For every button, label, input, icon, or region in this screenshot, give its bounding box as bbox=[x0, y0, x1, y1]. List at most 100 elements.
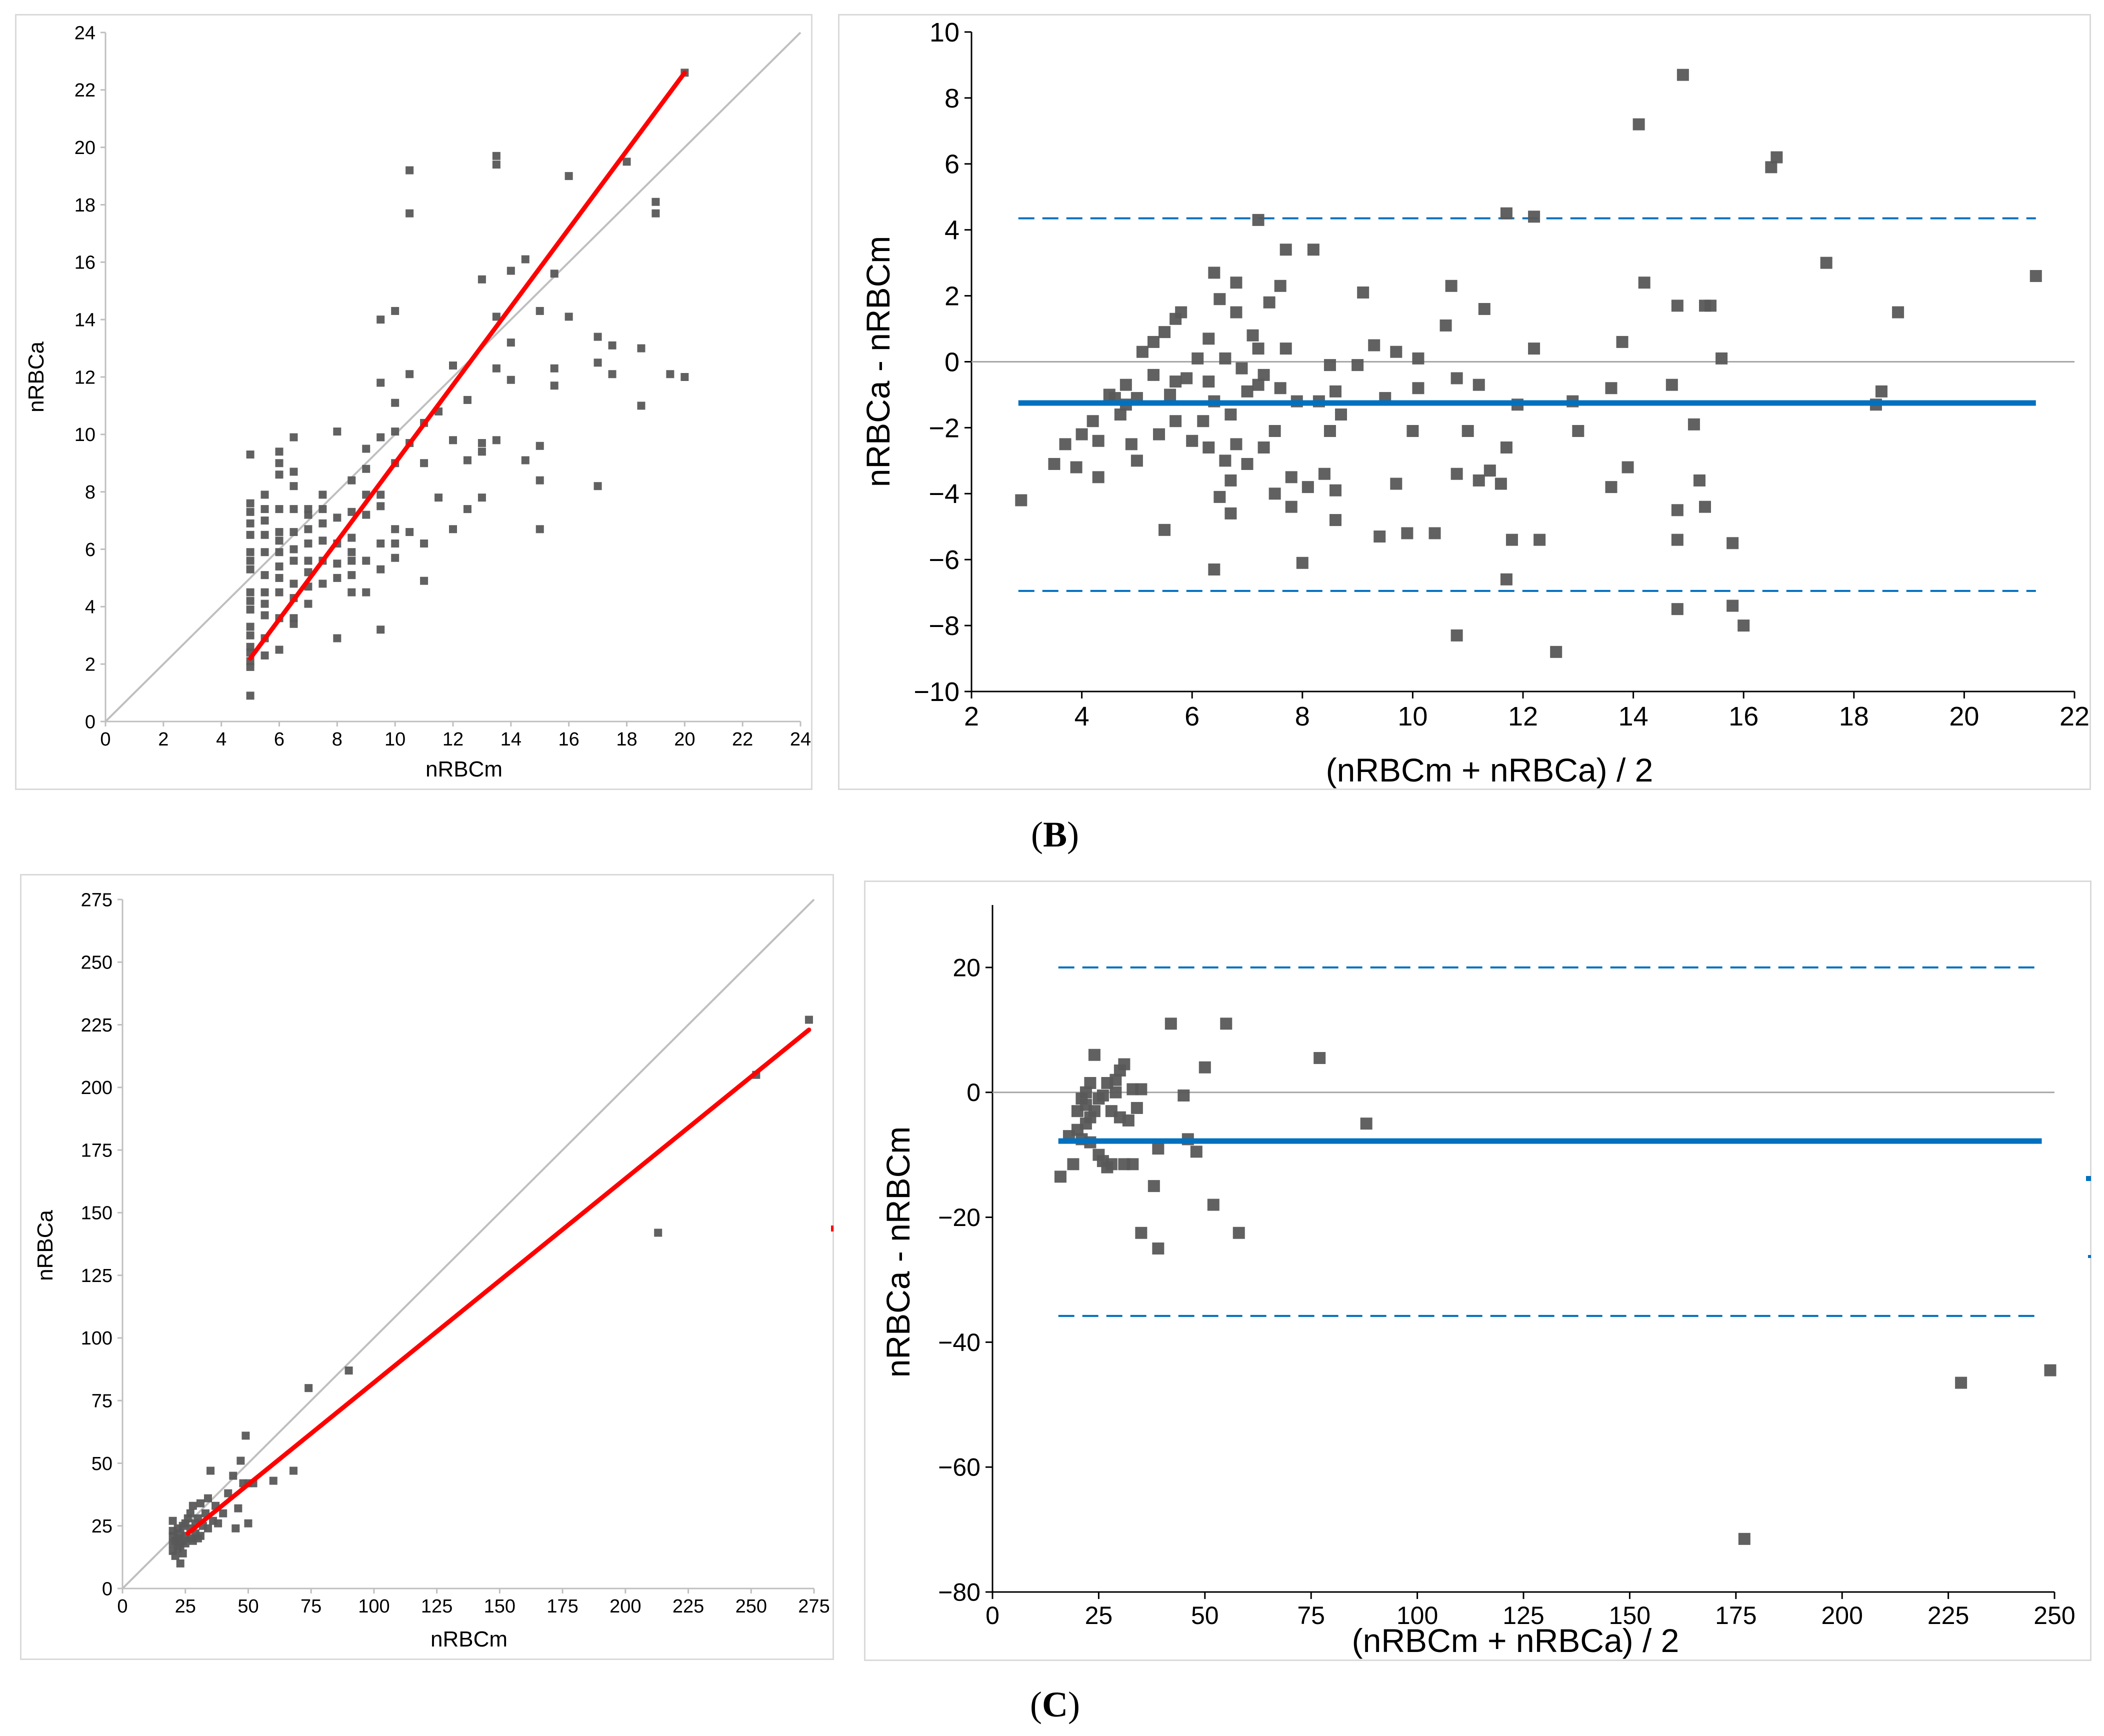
b-right-data-point bbox=[1318, 468, 1330, 480]
b-left-data-point bbox=[492, 152, 500, 160]
b-left-y-tick-label: 0 bbox=[85, 712, 96, 732]
b-left-data-point bbox=[246, 519, 254, 528]
c-right-data-point bbox=[1198, 1061, 1211, 1074]
b-left-data-point bbox=[260, 600, 269, 608]
b-left-data-point bbox=[362, 510, 370, 519]
b-right-data-point bbox=[1241, 458, 1254, 470]
b-left-data-point bbox=[536, 442, 544, 450]
b-left-data-point bbox=[318, 505, 327, 514]
c-right-data-point bbox=[1178, 1089, 1190, 1102]
b-left-data-point bbox=[420, 540, 428, 548]
b-right-data-point bbox=[1170, 415, 1182, 428]
c-right-data-point bbox=[1122, 1114, 1134, 1126]
b-right-data-point bbox=[1219, 454, 1232, 467]
b-left-data-point bbox=[362, 464, 370, 473]
c-left-y-tick-label: 250 bbox=[81, 952, 112, 974]
b-left-data-point bbox=[376, 433, 385, 442]
b-right-data-point bbox=[1092, 434, 1104, 447]
c-left-data-point bbox=[224, 1489, 232, 1498]
b-left-x-tick-label: 10 bbox=[384, 729, 406, 750]
b-right-data-point bbox=[1192, 352, 1204, 364]
c-right-x-tick-label: 150 bbox=[1609, 1602, 1650, 1630]
c-right-data-point bbox=[1148, 1180, 1160, 1192]
caption-c-close: ) bbox=[1068, 1684, 1080, 1724]
b-left-y-axis-label: nRBCa bbox=[24, 342, 48, 412]
c-right-data-point bbox=[1130, 1102, 1143, 1114]
b-left-y-tick-label: 18 bbox=[74, 195, 96, 216]
b-right-data-point bbox=[1329, 514, 1342, 526]
b-left-data-point bbox=[594, 358, 602, 367]
c-right-data-point bbox=[1360, 1118, 1372, 1130]
b-left-x-tick-label: 24 bbox=[790, 729, 811, 750]
b-left-data-point bbox=[260, 571, 269, 580]
b-left-data-point bbox=[608, 370, 616, 378]
b-left-data-point bbox=[536, 525, 544, 534]
b-left-data-point bbox=[318, 490, 327, 499]
b-left-identity-line bbox=[104, 32, 802, 722]
b-left-data-point bbox=[449, 436, 457, 444]
b-left-y-tick-label: 2 bbox=[85, 654, 96, 675]
c-left-data-point bbox=[171, 1552, 180, 1560]
b-left-y-tick-label: 14 bbox=[74, 310, 96, 330]
b-left-data-point bbox=[391, 525, 400, 534]
b-left-data-point bbox=[652, 209, 660, 218]
b-left-data-point bbox=[376, 565, 385, 574]
b-left-data-point bbox=[608, 341, 616, 350]
b-right-data-point bbox=[1500, 441, 1512, 454]
b-left-data-point bbox=[246, 556, 254, 565]
b-left-data-point bbox=[290, 556, 298, 565]
c-right-y-tick-label: −20 bbox=[938, 1204, 980, 1232]
chart-panel-c-right: 0 25 50 75 100 125 150 175 200 225 250 20 0 −20 −40 −60… bbox=[864, 880, 2092, 1661]
c-right-data-point bbox=[1135, 1083, 1148, 1096]
b-right-y-tick-label: 10 bbox=[930, 18, 960, 48]
b-right-data-point bbox=[1120, 378, 1132, 391]
b-left-data-point bbox=[318, 580, 327, 588]
b-left-data-point bbox=[406, 209, 414, 218]
b-left-data-point bbox=[434, 494, 443, 502]
b-left-data-point bbox=[391, 398, 400, 407]
b-right-data-point bbox=[1450, 468, 1463, 480]
b-right-data-point bbox=[1412, 382, 1424, 394]
b-right-data-point bbox=[1164, 388, 1176, 401]
c-right-y-tick-label: 20 bbox=[952, 954, 980, 982]
b-left-data-point bbox=[362, 556, 370, 565]
c-right-x-tick-label: 75 bbox=[1297, 1602, 1325, 1630]
b-left-data-point bbox=[506, 266, 515, 275]
caption-b-close: ) bbox=[1067, 814, 1079, 854]
b-right-data-point bbox=[1280, 244, 1292, 256]
b-left-x-tick-label: 6 bbox=[274, 729, 284, 750]
b-right-data-point bbox=[1357, 286, 1370, 299]
c-left-data-point bbox=[229, 1472, 238, 1480]
b-right-data-point bbox=[1374, 530, 1386, 543]
b-left-data-point bbox=[391, 428, 400, 436]
b-left-data-point bbox=[463, 396, 472, 404]
c-left-regression-line bbox=[186, 1028, 812, 1536]
c-left-y-tick-label: 150 bbox=[81, 1203, 112, 1224]
b-left-x-tick-label: 16 bbox=[558, 729, 580, 750]
b-right-x-tick-label: 8 bbox=[1295, 702, 1310, 732]
b-left-data-point bbox=[666, 370, 674, 378]
b-left-data-point bbox=[246, 499, 254, 508]
c-right-data-point bbox=[1164, 1018, 1177, 1030]
b-right-data-point bbox=[1472, 378, 1485, 391]
b-right-data-point bbox=[1296, 556, 1308, 569]
b-right-data-point bbox=[1726, 600, 1739, 612]
b-right-data-point bbox=[1136, 346, 1148, 358]
b-right-data-point bbox=[1572, 424, 1584, 437]
b-left-data-point bbox=[362, 588, 370, 596]
b-right-data-point bbox=[1202, 332, 1215, 345]
c-left-data-point bbox=[244, 1519, 252, 1528]
b-left-x-tick-label: 0 bbox=[100, 729, 110, 750]
b-right-data-point bbox=[1445, 280, 1458, 292]
c-left-data-point bbox=[344, 1366, 353, 1375]
c-left-y-tick-label: 125 bbox=[81, 1266, 112, 1286]
b-left-data-point bbox=[449, 362, 457, 370]
b-left-data-point bbox=[449, 525, 457, 534]
c-left-data-point bbox=[804, 1016, 813, 1024]
b-right-data-point bbox=[1324, 359, 1336, 372]
c-right-data-point bbox=[1232, 1226, 1245, 1239]
b-left-data-point bbox=[348, 508, 356, 516]
b-left-data-point bbox=[492, 160, 500, 169]
c-right-x-tick-label: 175 bbox=[1715, 1602, 1756, 1630]
c-right-y-tick-label: −60 bbox=[938, 1454, 980, 1482]
